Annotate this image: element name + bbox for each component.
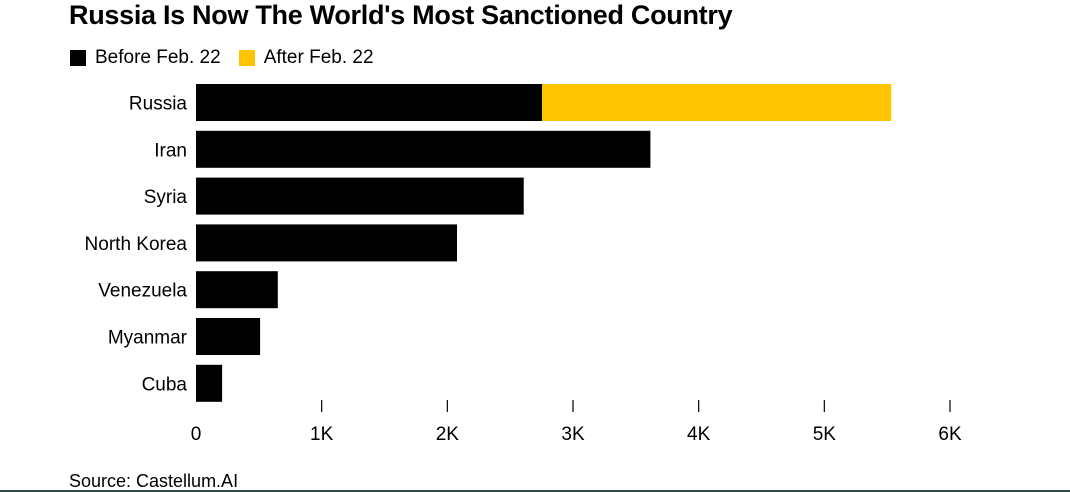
category-label-venezuela: Venezuela — [98, 281, 187, 302]
bar-iran-before — [196, 130, 651, 168]
chart-title: Russia Is Now The World's Most Sanctione… — [69, 0, 733, 30]
legend-label-before: Before Feb. 22 — [95, 47, 221, 68]
source-note: Source: Castellum.AI — [69, 471, 239, 491]
category-label-north-korea: North Korea — [85, 234, 188, 255]
bar-cuba-before — [196, 364, 223, 402]
bar-russia-before — [196, 84, 543, 121]
x-tick-label-3k: 3K — [561, 424, 585, 445]
x-tick-label-2k: 2K — [436, 424, 460, 445]
category-label-iran: Iran — [154, 140, 187, 161]
category-label-myanmar: Myanmar — [108, 328, 188, 349]
category-label-russia: Russia — [129, 94, 188, 115]
category-label-syria: Syria — [144, 187, 188, 208]
legend-swatch-after — [238, 50, 255, 66]
bar-russia-after — [542, 84, 892, 121]
legend-label-after: After Feb. 22 — [263, 47, 374, 68]
bottom-rule — [0, 490, 1070, 492]
chart-legend: Before Feb. 22 After Feb. 22 — [70, 47, 392, 69]
x-tick-label-5k: 5K — [813, 424, 837, 445]
bar-syria-before — [196, 177, 524, 215]
x-tick-label-0: 0 — [191, 424, 202, 445]
x-tick-label-6k: 6K — [938, 424, 962, 445]
bar-venezuela-before — [196, 271, 278, 309]
bar-myanmar-before — [196, 318, 261, 355]
category-label-cuba: Cuba — [142, 374, 188, 395]
x-tick-label-4k: 4K — [687, 424, 711, 445]
legend-item-after: After Feb. 22 — [238, 47, 374, 69]
bar-north-korea-before — [196, 224, 458, 262]
legend-swatch-before — [70, 50, 86, 66]
legend-item-before: Before Feb. 22 — [70, 47, 221, 69]
x-tick-label-1k: 1K — [310, 424, 334, 445]
